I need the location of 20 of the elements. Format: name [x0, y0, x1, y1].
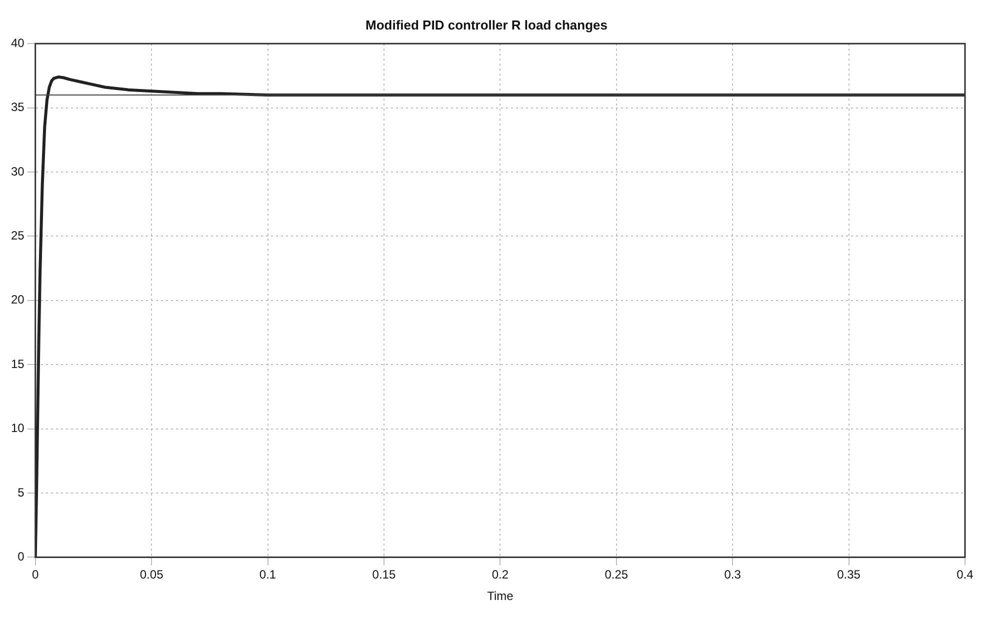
y-tick-label: 40 [10, 36, 25, 50]
y-tick-label: 20 [10, 292, 25, 307]
x-tick-label: 0.3 [724, 568, 742, 582]
y-tick-label: 30 [10, 164, 25, 178]
y-tick-label: 0 [18, 550, 25, 564]
y-tick-label: 5 [18, 485, 25, 500]
x-tick-label: 0 [32, 568, 40, 582]
x-tick-label: 0.25 [604, 568, 628, 582]
x-tick-label: 0.15 [372, 568, 396, 582]
x-tick-label: 0.35 [837, 568, 861, 582]
x-tick-label: 0.4 [956, 568, 974, 582]
y-tick-label: 10 [10, 421, 25, 436]
x-tick-label: 0.2 [492, 568, 509, 582]
y-tick-label: 35 [10, 100, 25, 114]
x-tick-label: 0.05 [140, 568, 164, 582]
y-tick-label: 25 [10, 228, 25, 243]
y-tick-label: 15 [10, 356, 25, 371]
x-tick-label: 0.1 [259, 568, 276, 582]
x-axis-title: Time [487, 589, 514, 604]
chart-title: Modified PID controller R load changes [366, 17, 608, 32]
